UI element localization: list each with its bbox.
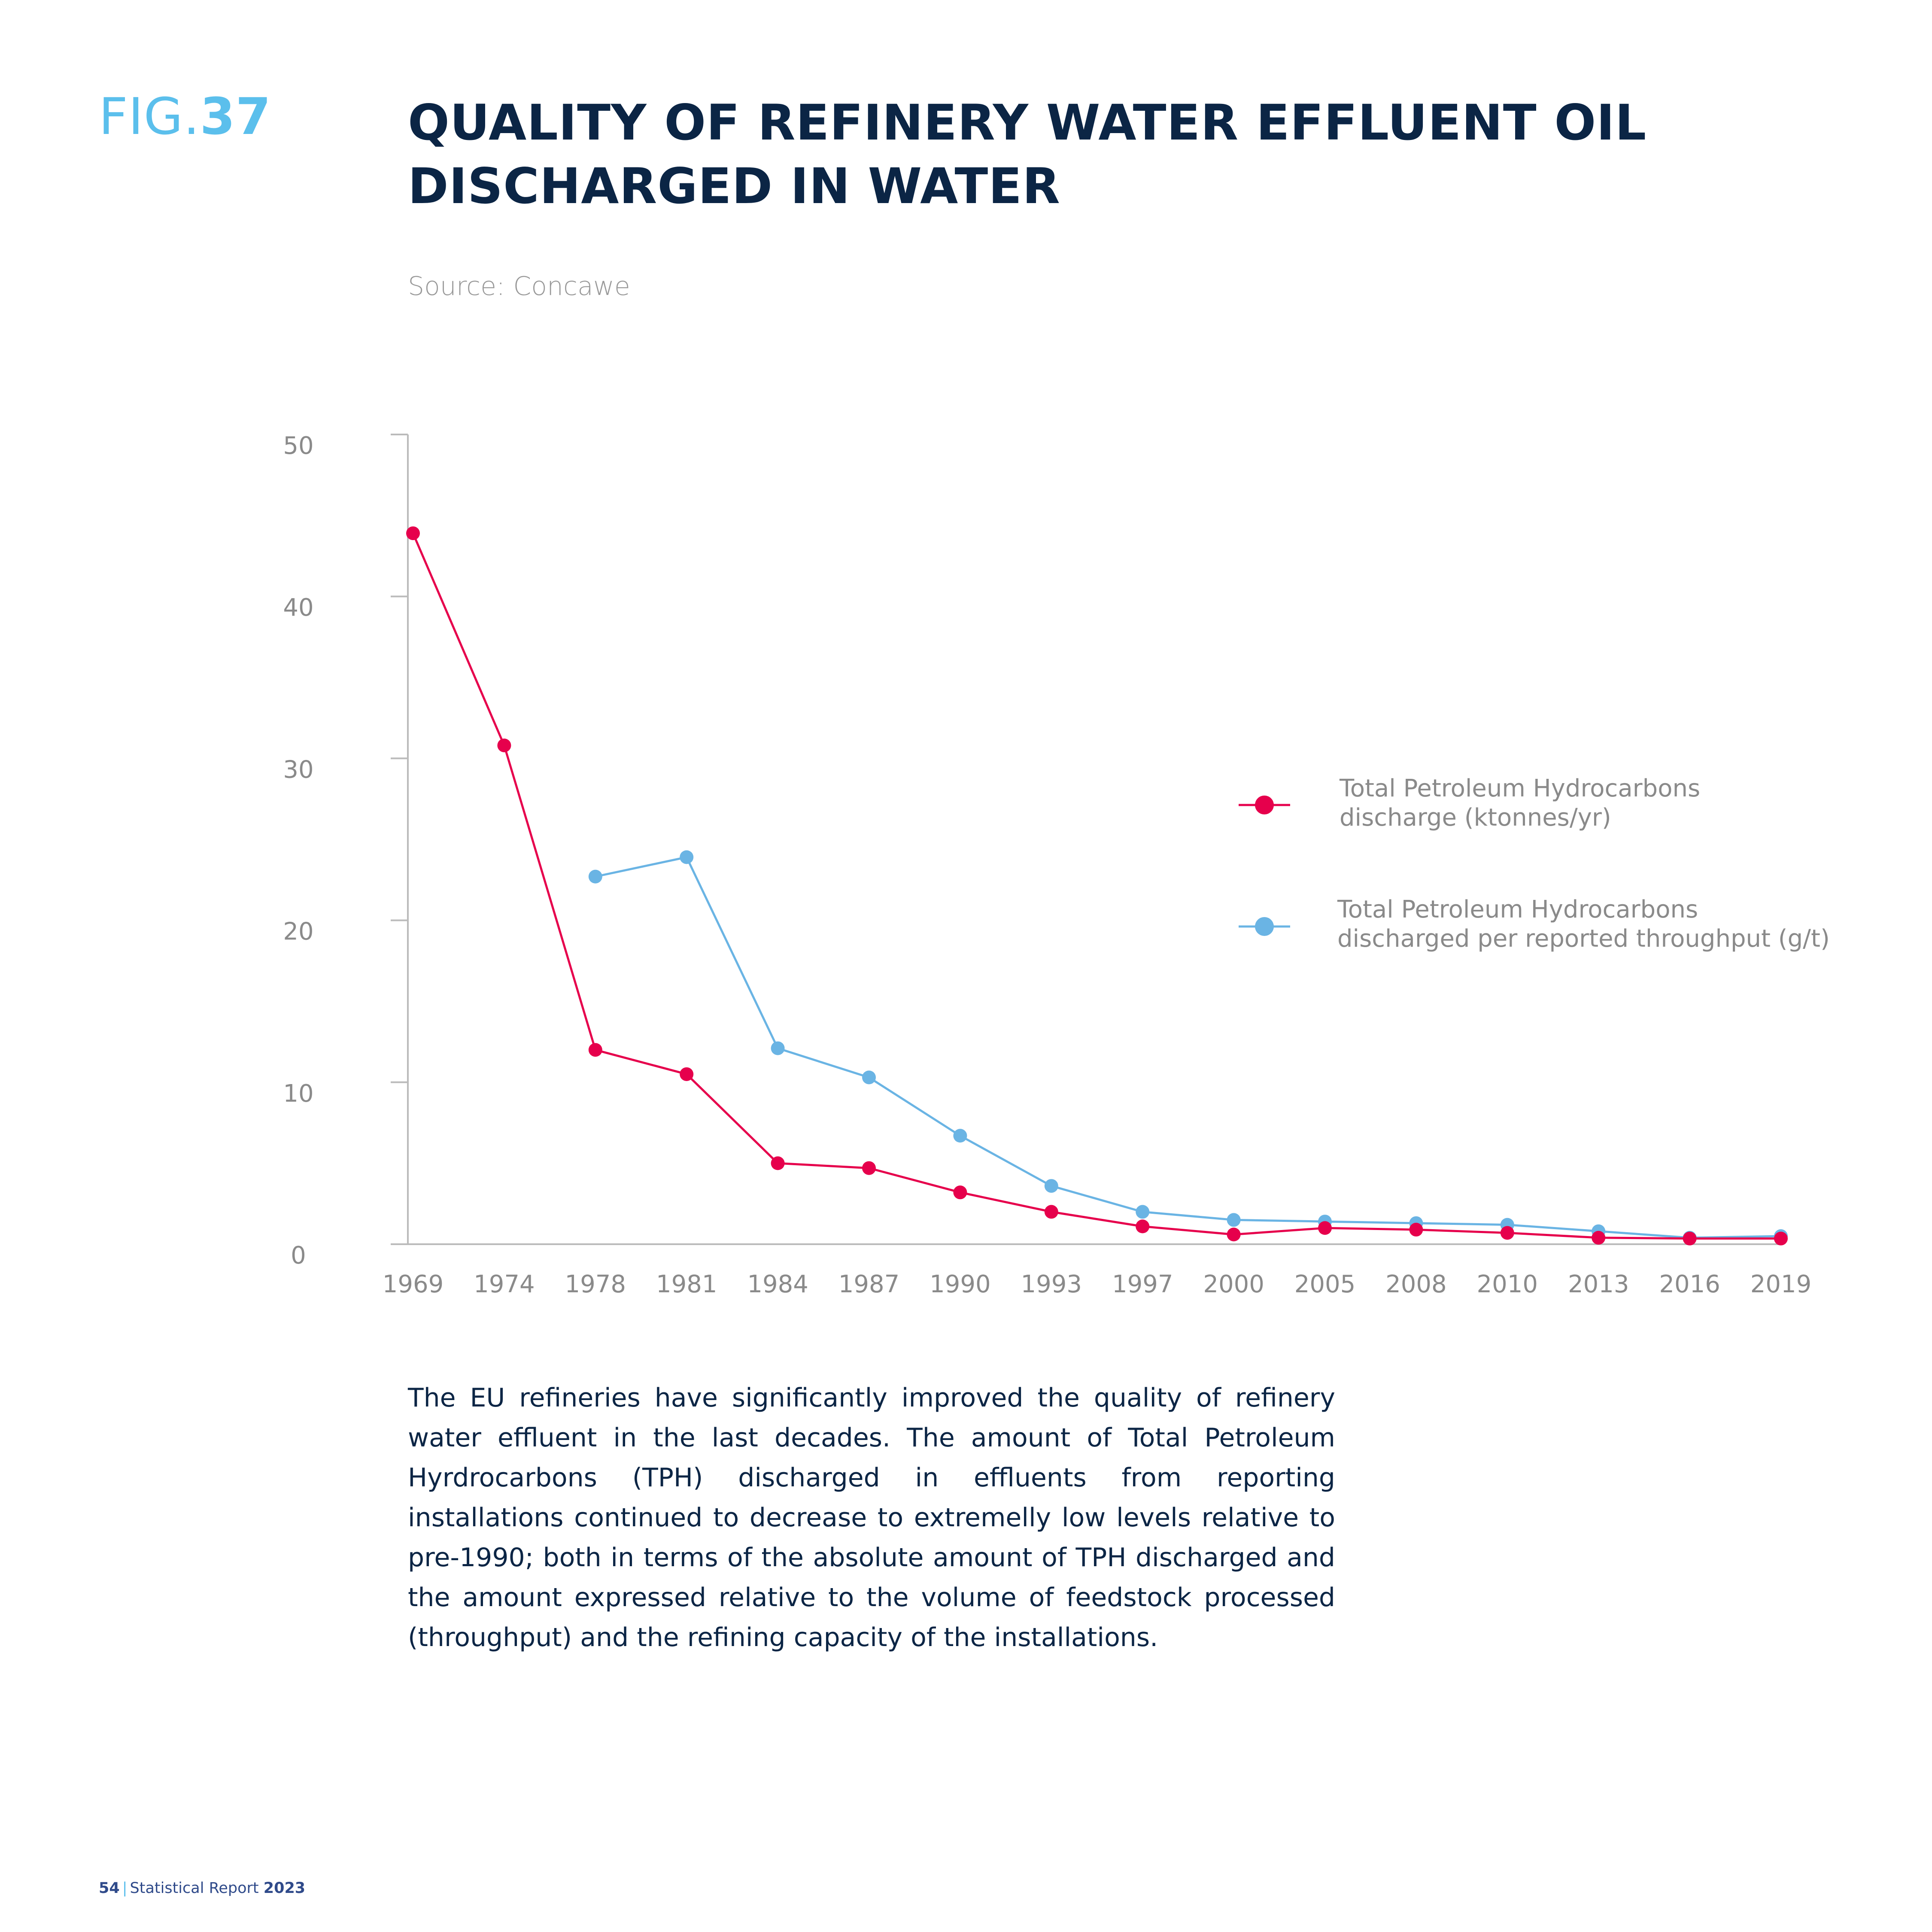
x-tick-label: 1990 [930, 1270, 991, 1298]
figure-label: FIG.37 [99, 91, 271, 142]
data-point [1683, 1231, 1697, 1245]
data-point [588, 869, 602, 884]
data-point [1044, 1179, 1058, 1193]
page-footer: 54 | Statistical Report 2023 [99, 1880, 306, 1897]
legend-label: Total Petroleum Hydrocarbons discharge (k… [1339, 775, 1700, 832]
x-tick-label: 1974 [474, 1270, 535, 1298]
legend-label-line: Total Petroleum Hydrocarbons [1339, 775, 1700, 802]
data-point [771, 1041, 785, 1055]
data-point [1318, 1221, 1332, 1235]
data-point [1409, 1223, 1423, 1237]
legend-item: Total Petroleum Hydrocarbons discharged p… [1239, 896, 1830, 953]
y-tick-label: 30 [283, 756, 313, 784]
legend-label: Total Petroleum Hydrocarbons discharged p… [1337, 896, 1830, 953]
chart-series [406, 526, 1788, 1245]
x-tick-label: 1978 [565, 1270, 626, 1298]
chart-legend: Total Petroleum Hydrocarbons discharge (k… [1239, 775, 1830, 953]
data-point [953, 1129, 967, 1143]
data-point [588, 1043, 602, 1057]
body-paragraph: The EU refineries have significantly imp… [408, 1383, 1335, 1653]
legend-swatch-marker [1255, 796, 1274, 814]
data-point [1592, 1230, 1606, 1245]
data-point [1227, 1213, 1241, 1227]
x-tick-label: 1987 [838, 1270, 900, 1298]
series-line [412, 533, 1781, 1240]
source-note: Source: Concawe [408, 271, 630, 301]
x-tick-label: 1993 [1021, 1270, 1082, 1298]
x-tick-label: 2019 [1750, 1270, 1812, 1298]
footer-report-name: Statistical Report [130, 1880, 259, 1897]
data-point [406, 526, 420, 541]
y-tick-label: 10 [283, 1080, 313, 1108]
y-tick-label: 50 [283, 432, 313, 460]
footer-year: 2023 [263, 1880, 306, 1897]
x-tick-label: 2000 [1203, 1270, 1264, 1298]
data-point [1136, 1219, 1150, 1233]
data-point [1774, 1231, 1788, 1245]
y-tick-label: 0 [291, 1242, 306, 1270]
x-tick-label: 2005 [1294, 1270, 1356, 1298]
data-point [771, 1156, 785, 1170]
figure-prefix: FIG. [99, 87, 200, 146]
data-point [1500, 1226, 1514, 1240]
x-tick-label: 1997 [1112, 1270, 1173, 1298]
footer-page-number: 54 [99, 1880, 120, 1897]
x-tick-label: 1984 [747, 1270, 808, 1298]
x-tick-label: 2013 [1568, 1270, 1629, 1298]
x-tick-label: 2010 [1477, 1270, 1538, 1298]
x-tick-label: 1969 [383, 1270, 444, 1298]
x-tick-label: 2016 [1659, 1270, 1720, 1298]
data-point [1227, 1227, 1241, 1242]
legend-label-line: discharged per reported throughput (g/t) [1337, 925, 1830, 953]
legend-label-line: Total Petroleum Hydrocarbons [1337, 896, 1698, 923]
x-tick-label: 1981 [656, 1270, 717, 1298]
data-point [1136, 1205, 1150, 1219]
x-tick-label: 2008 [1385, 1270, 1447, 1298]
figure-number: 37 [200, 87, 271, 146]
legend-label-line: discharge (ktonnes/yr) [1340, 804, 1611, 832]
series-tph-discharge [406, 526, 1788, 1245]
data-point [862, 1161, 876, 1175]
chart-axes: 0 10 20 30 40 50 1969 1974 1978 1981 1984 1987 1990 1… [283, 432, 1811, 1298]
data-point [497, 738, 511, 753]
y-tick-label: 40 [283, 594, 313, 622]
data-point [862, 1070, 876, 1084]
data-point [953, 1185, 967, 1200]
data-point [680, 850, 694, 864]
legend-item: Total Petroleum Hydrocarbons discharge (k… [1239, 775, 1700, 832]
legend-swatch-marker [1255, 917, 1274, 936]
page-title: QUALITY OF REFINERY WATER EFFLUENT OIL D… [408, 94, 1647, 215]
data-point [1044, 1205, 1058, 1219]
y-tick-label: 20 [283, 918, 313, 946]
data-point [680, 1067, 694, 1081]
series-line [595, 856, 1781, 1239]
